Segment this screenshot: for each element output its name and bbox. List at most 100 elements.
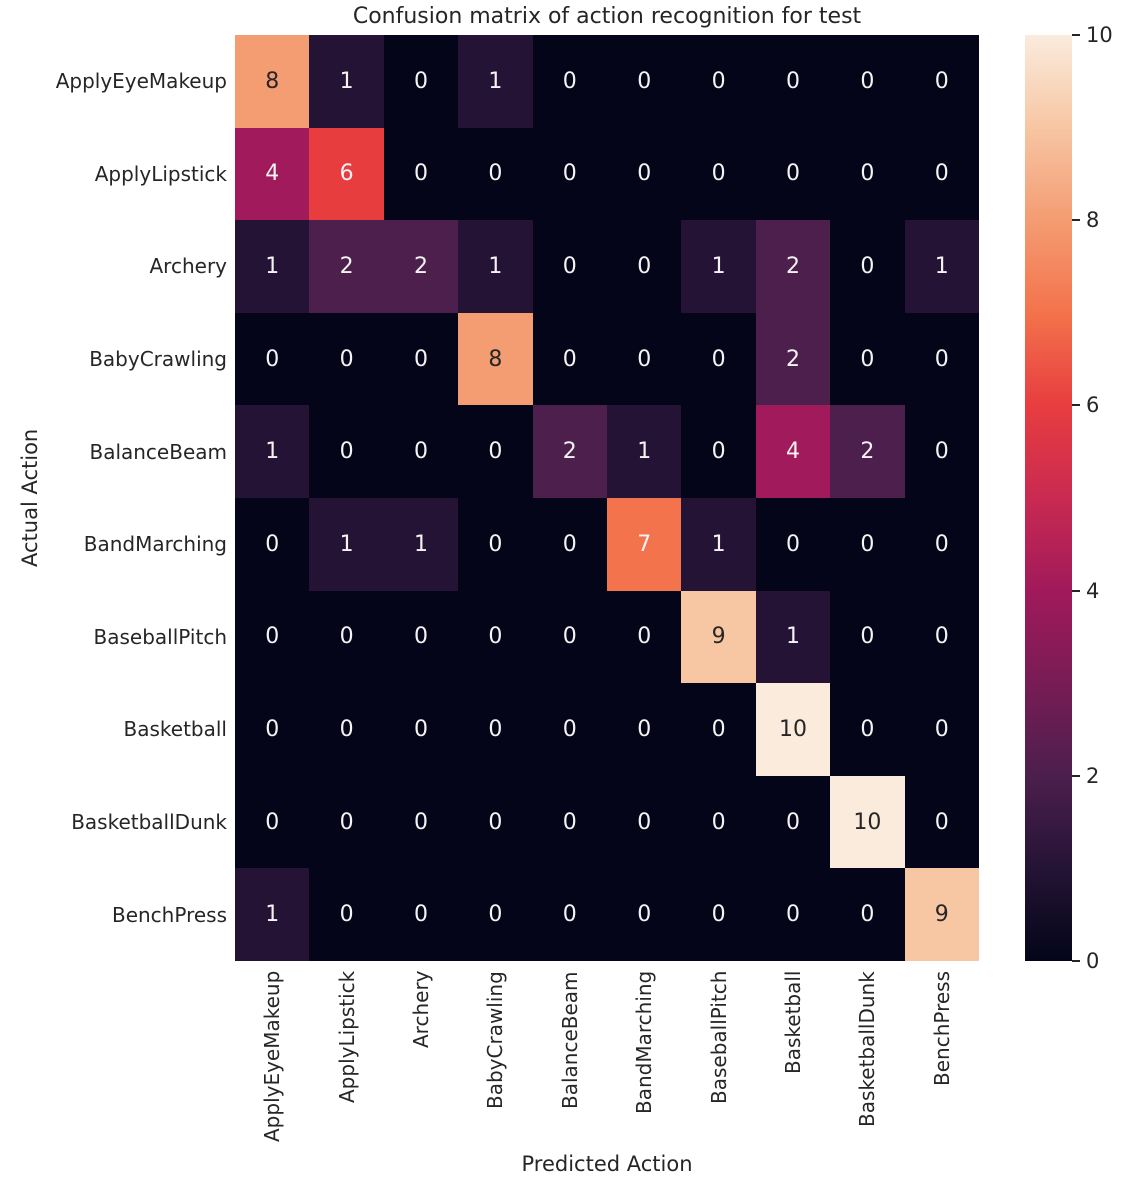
- heatmap-cell: 0: [383, 683, 459, 776]
- heatmap-cell: 0: [681, 127, 756, 221]
- heatmap-cell: 1: [309, 35, 384, 128]
- x-tick-label: BasketballDunk: [855, 971, 880, 1127]
- heatmap-cell: 0: [458, 590, 533, 684]
- heatmap-cell: 0: [904, 35, 979, 128]
- heatmap-cell: 0: [755, 775, 831, 869]
- heatmap-cell: 0: [458, 497, 533, 591]
- heatmap-cell: 0: [383, 775, 459, 869]
- heatmap-cell: 1: [309, 497, 384, 591]
- heatmap-cell: 0: [681, 868, 756, 961]
- heatmap-cell: 0: [532, 590, 607, 684]
- colorbar-tick-mark: [1072, 219, 1080, 222]
- heatmap-cell: 0: [830, 35, 905, 128]
- heatmap-cell: 0: [755, 35, 831, 128]
- heatmap-cell: 0: [681, 312, 756, 406]
- heatmap-cell: 0: [755, 497, 831, 591]
- heatmap-cell: 0: [458, 683, 533, 776]
- heatmap-cell: 0: [532, 868, 607, 961]
- heatmap-cell: 0: [458, 868, 533, 961]
- heatmap-cell: 0: [309, 405, 384, 498]
- heatmap-cell: 0: [607, 312, 682, 406]
- heatmap-cell: 0: [681, 405, 756, 498]
- y-tick-label: BaseballPitch: [93, 624, 227, 649]
- heatmap-cell: 2: [532, 405, 607, 498]
- heatmap-cell: 6: [309, 127, 384, 221]
- heatmap-cell: 0: [309, 683, 384, 776]
- heatmap-cell: 0: [383, 312, 459, 406]
- heatmap-cell: 0: [532, 497, 607, 591]
- heatmap-cell: 1: [681, 497, 756, 591]
- heatmap-cell: 0: [309, 775, 384, 869]
- heatmap-cell: 0: [904, 405, 979, 498]
- heatmap-cell: 0: [904, 775, 979, 869]
- heatmap-cell: 0: [532, 683, 607, 776]
- colorbar-tick-label: 4: [1086, 578, 1100, 603]
- heatmap-cell: 0: [383, 405, 459, 498]
- heatmap-cell: 0: [607, 220, 682, 313]
- heatmap-cell: 0: [607, 127, 682, 221]
- heatmap-cell: 0: [830, 683, 905, 776]
- heatmap-cell: 1: [235, 220, 310, 313]
- heatmap-cell: 4: [755, 405, 831, 498]
- y-tick-label: BenchPress: [111, 902, 227, 927]
- heatmap-cell: 0: [904, 590, 979, 684]
- x-tick-label: BandMarching: [632, 971, 657, 1115]
- heatmap-cell: 0: [383, 127, 459, 221]
- heatmap-cell: 0: [235, 775, 310, 869]
- heatmap-cell: 0: [904, 497, 979, 591]
- colorbar-tick-mark: [1072, 960, 1080, 962]
- heatmap-cell: 1: [235, 405, 310, 498]
- y-tick-label: BandMarching: [83, 532, 227, 557]
- heatmap-cell: 0: [830, 312, 905, 406]
- heatmap-cell: 8: [458, 312, 533, 406]
- y-tick-label: Basketball: [123, 717, 227, 742]
- heatmap-cell: 1: [458, 220, 533, 313]
- x-tick-label: ApplyEyeMakeup: [260, 971, 285, 1143]
- heatmap-cell: 0: [458, 775, 533, 869]
- heatmap-cell: 0: [309, 590, 384, 684]
- heatmap-cell: 0: [830, 497, 905, 591]
- heatmap-cell: 0: [904, 312, 979, 406]
- heatmap-cell: 0: [681, 35, 756, 128]
- y-tick-label: BasketballDunk: [71, 810, 227, 835]
- heatmap-cell: 10: [755, 683, 831, 776]
- heatmap-cell: 2: [755, 312, 831, 406]
- heatmap-cell: 0: [904, 127, 979, 221]
- colorbar-tick-mark: [1072, 774, 1080, 777]
- y-tick-label: Archery: [149, 254, 228, 279]
- heatmap-cell: 0: [532, 220, 607, 313]
- heatmap-cell: 0: [755, 127, 831, 221]
- heatmap-cell: 0: [458, 405, 533, 498]
- heatmap-cell: 2: [309, 220, 384, 313]
- colorbar-tick-label: 0: [1086, 949, 1100, 973]
- x-tick-label: BalanceBeam: [557, 971, 582, 1109]
- heatmap-cell: 0: [235, 312, 310, 406]
- heatmap-cell: 0: [681, 775, 756, 869]
- heatmap-cell: 0: [607, 590, 682, 684]
- heatmap-cell: 10: [830, 775, 905, 869]
- x-tick-label: BenchPress: [929, 971, 954, 1087]
- x-tick-label: Archery: [409, 971, 433, 1049]
- heatmap-cell: 0: [309, 312, 384, 406]
- heatmap-cell: 0: [755, 868, 831, 961]
- colorbar-tick-label: 10: [1086, 23, 1113, 47]
- heatmap-cell: 0: [235, 683, 310, 776]
- heatmap-cell: 2: [830, 405, 905, 498]
- colorbar-tick-label: 2: [1086, 763, 1100, 788]
- heatmap-cell: 1: [681, 220, 756, 313]
- heatmap-cell: 0: [309, 868, 384, 961]
- x-tick-label: BaseballPitch: [706, 971, 731, 1105]
- y-tick-label: ApplyLipstick: [94, 161, 227, 186]
- heatmap-cell: 4: [235, 127, 310, 221]
- heatmap-cell: 0: [383, 35, 459, 128]
- heatmap-cell: 0: [532, 775, 607, 869]
- x-axis-label: Predicted Action: [521, 1152, 693, 1176]
- heatmap-cell: 1: [904, 220, 979, 313]
- heatmap-cell: 0: [532, 35, 607, 128]
- x-tick-label: Basketball: [781, 971, 805, 1075]
- heatmap-cell: 0: [830, 868, 905, 961]
- heatmap-cell: 0: [904, 683, 979, 776]
- x-tick-label: ApplyLipstick: [334, 971, 359, 1104]
- heatmap-cell: 9: [681, 590, 756, 684]
